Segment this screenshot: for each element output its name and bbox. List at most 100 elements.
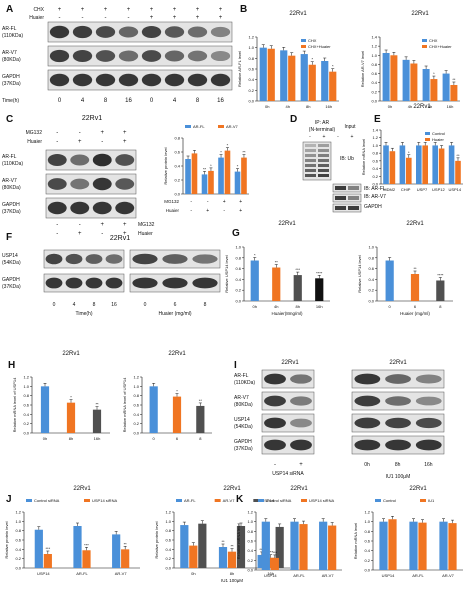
I-band [415,417,442,429]
A-time-value: 0 [150,98,154,104]
F-band [192,277,218,289]
A-condition-sign: + [150,15,154,21]
K1-panel-letter: K [236,494,244,505]
I-band [290,374,312,384]
G2-xtick-label: 0 [389,304,392,309]
D-input-band [335,186,346,190]
G1-panel-letter: G [232,228,240,239]
K1-ytick-label: 0.8 [247,529,253,534]
B2-ytick-label: 0.8 [371,62,377,67]
A-band [118,73,139,87]
B1-bar [308,64,316,101]
A-condition-sign: + [173,7,177,13]
D-ub-smear [318,144,329,147]
E-significance: * [408,150,410,155]
C-condition-sign: + [78,139,82,145]
H1-xtick-label: 16h [94,436,101,441]
G1-xtick-label: 4h [274,304,278,309]
K2-legend-swatch [420,499,426,502]
C-condition-sign: - [56,139,58,145]
J1-ytick-label: 1.2 [15,510,21,515]
J2-bar [218,547,228,568]
H1-ytick-label: 0.2 [23,421,29,426]
D-input-blot [332,183,362,193]
A-blot-sub: (37KDa) [2,81,21,87]
I-header-right: 22Rv1 [389,360,407,366]
I-band [354,439,381,451]
A-blot-label: GAPDH [2,74,20,80]
J2-legend-label: USP14 [261,498,274,503]
F-right-value: 6 [174,302,177,308]
J1-ylabel: Relative protein level [4,521,9,558]
C-blot-sub: (37KDa) [2,209,21,215]
C-bar [234,171,241,194]
C-ytick-label: 0.6 [174,150,180,155]
I-band [264,373,286,385]
I-band [354,395,381,407]
H1-ytick-label: 1.0 [23,384,29,389]
C-significance: ** [203,166,207,171]
I-band [264,395,286,407]
B2-ytick-label: 0.0 [371,99,377,104]
B2-ytick-label: 1.2 [371,44,377,49]
J2-significance: *** [268,550,273,555]
G1-bar [315,278,324,301]
J1-ytick-label: 1.0 [15,519,21,524]
H1-ytick-label: 0.8 [23,393,29,398]
K1-ytick-label: 0.0 [247,568,253,573]
B2-bar [410,63,418,101]
A-condition-sign: + [81,7,85,13]
K1-ytick-label: 1.2 [247,510,253,515]
E-ytick-label: 0.8 [372,151,378,156]
J2-bar [198,523,207,568]
G2-xtick-label: 8 [439,304,442,309]
F-right-value: 8 [204,302,207,308]
H2-xtick-label: 0 [153,436,156,441]
I-band [415,396,442,406]
C-bar [191,153,198,194]
F-left-value: 0 [53,302,56,308]
G1-bar [272,267,281,301]
A-time-value: 16 [217,98,224,104]
C-bar [208,170,214,194]
K2-bar [409,521,418,570]
I-band [415,374,442,384]
E-bar [399,145,406,184]
C-band [115,178,135,190]
C-condition-sign: - [207,199,209,205]
D-blot-label-ub: IB: Ub [340,156,354,162]
B1-ytick-label: 0.2 [248,88,254,93]
A-time-label: Time(h) [2,98,19,104]
J2-bar [180,525,189,568]
G1-xtick-label: 0h [253,304,257,309]
B1-legend-label: CHX [308,38,317,43]
B1-bar [288,55,296,101]
C-condition-sign: - [101,139,103,145]
B2-bar [390,55,398,101]
G2-ytick-label: 0.8 [368,255,374,260]
A-band [72,25,93,39]
A-condition-sign: + [219,15,223,21]
J1-bar [82,550,91,568]
A-band [141,25,162,39]
D-ub-smear [318,154,329,157]
J1-ytick-label: 0.8 [15,528,21,533]
G1-ytick-label: 0.8 [235,255,241,260]
H1-bar [40,386,50,433]
H1-significance: * [70,395,72,400]
I-band [264,417,286,429]
C-condition-sign: + [123,139,127,145]
D-ub-smear [305,154,316,157]
H2-ytick-label: 0.0 [133,431,139,436]
A-band [164,73,185,87]
H1-ytick-label: 0.4 [23,412,29,417]
B2-ytick-label: 0.6 [371,71,377,76]
J1-legend-swatch [84,499,90,502]
F-band [45,253,63,265]
A-band [164,50,185,62]
J2-ytick-label: 1.0 [165,519,171,524]
C-blot-label: GAPDH [2,202,20,208]
A-condition-sign: - [105,15,107,21]
B1-legend-label: CHX+Huaier [308,44,331,49]
J1-title: 22Rv1 [73,486,91,492]
